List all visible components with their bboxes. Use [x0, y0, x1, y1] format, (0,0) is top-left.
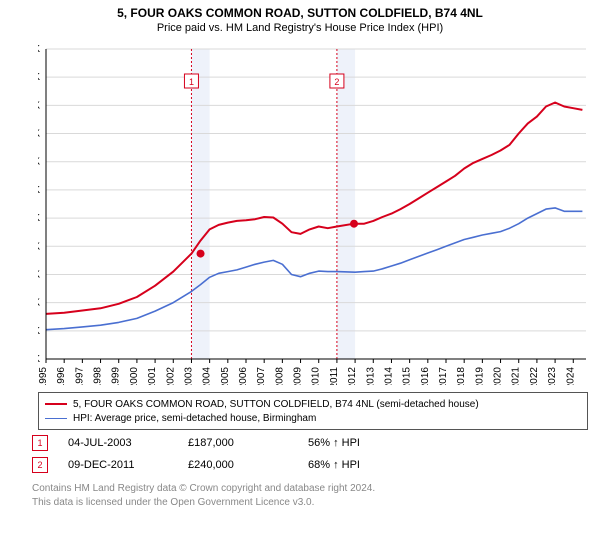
- svg-text:2004: 2004: [202, 367, 213, 385]
- line-chart: £0K £50K £100K £150K £200K £250K £300K £350K £40…: [38, 45, 590, 385]
- legend-label-hpi: HPI: Average price, semi-detached house,…: [73, 413, 316, 424]
- svg-text:2021: 2021: [511, 367, 522, 385]
- chart-container: 5, FOUR OAKS COMMON ROAD, SUTTON COLDFIE…: [0, 0, 600, 560]
- svg-text:2009: 2009: [293, 367, 304, 385]
- svg-text:2006: 2006: [238, 367, 249, 385]
- svg-text:£250K: £250K: [38, 213, 40, 224]
- transactions-list: 1 04-JUL-2003 £187,000 56% ↑ HPI 2 09-DE…: [32, 432, 592, 476]
- svg-text:£0K: £0K: [38, 354, 40, 365]
- svg-text:1998: 1998: [93, 367, 104, 385]
- svg-text:2000: 2000: [129, 367, 140, 385]
- transaction-date: 04-JUL-2003: [68, 437, 188, 449]
- footer-line: This data is licensed under the Open Gov…: [32, 496, 592, 510]
- svg-text:2011: 2011: [329, 367, 340, 385]
- svg-text:£150K: £150K: [38, 269, 40, 280]
- transaction-marker-1: 1: [32, 435, 48, 451]
- svg-text:2018: 2018: [456, 367, 467, 385]
- svg-text:£450K: £450K: [38, 100, 40, 111]
- legend-swatch-property: [45, 403, 67, 405]
- legend-item-hpi: HPI: Average price, semi-detached house,…: [45, 411, 581, 425]
- legend-item-property: 5, FOUR OAKS COMMON ROAD, SUTTON COLDFIE…: [45, 397, 581, 411]
- legend-label-property: 5, FOUR OAKS COMMON ROAD, SUTTON COLDFIE…: [73, 399, 479, 410]
- svg-text:£400K: £400K: [38, 129, 40, 140]
- svg-text:£100K: £100K: [38, 298, 40, 309]
- svg-text:2007: 2007: [256, 367, 267, 385]
- svg-text:2010: 2010: [311, 367, 322, 385]
- transaction-row: 1 04-JUL-2003 £187,000 56% ↑ HPI: [32, 432, 592, 454]
- svg-text:2001: 2001: [147, 367, 158, 385]
- svg-text:2024: 2024: [565, 367, 576, 385]
- svg-text:2020: 2020: [493, 367, 504, 385]
- transaction-marker-2: 2: [32, 457, 48, 473]
- svg-text:2015: 2015: [402, 367, 413, 385]
- chart-subtitle: Price paid vs. HM Land Registry's House …: [0, 20, 600, 34]
- svg-text:2017: 2017: [438, 367, 449, 385]
- svg-text:1: 1: [189, 77, 194, 87]
- svg-text:2003: 2003: [183, 367, 194, 385]
- svg-text:2014: 2014: [383, 367, 394, 385]
- transaction-price: £187,000: [188, 437, 308, 449]
- svg-text:2016: 2016: [420, 367, 431, 385]
- svg-text:£550K: £550K: [38, 45, 40, 55]
- svg-text:2002: 2002: [165, 367, 176, 385]
- svg-text:£50K: £50K: [38, 326, 40, 337]
- svg-text:1999: 1999: [111, 367, 122, 385]
- chart-title: 5, FOUR OAKS COMMON ROAD, SUTTON COLDFIE…: [0, 0, 600, 20]
- svg-text:£300K: £300K: [38, 185, 40, 196]
- legend: 5, FOUR OAKS COMMON ROAD, SUTTON COLDFIE…: [38, 392, 588, 430]
- transaction-row: 2 09-DEC-2011 £240,000 68% ↑ HPI: [32, 454, 592, 476]
- svg-text:2023: 2023: [547, 367, 558, 385]
- svg-text:2008: 2008: [274, 367, 285, 385]
- transaction-hpi: 68% ↑ HPI: [308, 459, 360, 471]
- svg-text:£500K: £500K: [38, 72, 40, 83]
- footer-attribution: Contains HM Land Registry data © Crown c…: [32, 482, 592, 509]
- transaction-hpi: 56% ↑ HPI: [308, 437, 360, 449]
- legend-swatch-hpi: [45, 418, 67, 419]
- svg-text:£350K: £350K: [38, 157, 40, 168]
- transaction-price: £240,000: [188, 459, 308, 471]
- svg-text:2005: 2005: [220, 367, 231, 385]
- svg-text:£200K: £200K: [38, 241, 40, 252]
- svg-text:1995: 1995: [38, 367, 49, 385]
- svg-text:2019: 2019: [474, 367, 485, 385]
- transaction-date: 09-DEC-2011: [68, 459, 188, 471]
- svg-text:1996: 1996: [56, 367, 67, 385]
- svg-text:2012: 2012: [347, 367, 358, 385]
- svg-text:1997: 1997: [74, 367, 85, 385]
- footer-line: Contains HM Land Registry data © Crown c…: [32, 482, 592, 496]
- svg-text:2022: 2022: [529, 367, 540, 385]
- svg-text:2013: 2013: [365, 367, 376, 385]
- svg-text:2: 2: [334, 77, 339, 87]
